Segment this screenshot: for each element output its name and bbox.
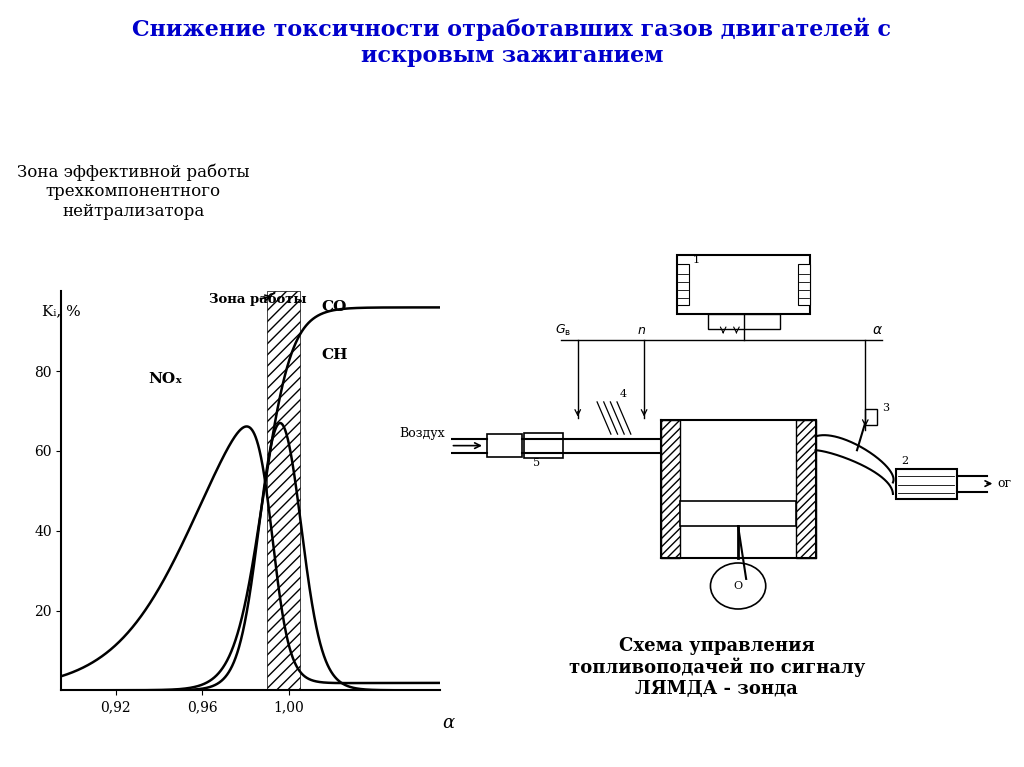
Text: 3: 3 [882, 403, 889, 413]
Text: 5: 5 [534, 459, 541, 469]
Bar [680, 501, 797, 526]
Circle shape [739, 581, 753, 591]
Text: O: O [733, 581, 742, 591]
Text: $\alpha$: $\alpha$ [871, 323, 883, 337]
Text: Зона эффективной работы
трехкомпонентного
нейтрализатора: Зона эффективной работы трехкомпонентног… [16, 163, 250, 220]
Bar [865, 409, 878, 425]
Text: Kᵢ, %: Kᵢ, % [42, 304, 81, 318]
Bar [798, 264, 810, 305]
Text: $n$: $n$ [637, 324, 646, 337]
Bar [797, 420, 815, 558]
Bar [677, 255, 810, 314]
Text: NOₓ: NOₓ [148, 372, 182, 387]
Text: CH: CH [322, 348, 348, 362]
Text: ог: ог [997, 477, 1011, 490]
Text: Схема управления
топливоподачей по сигналу
ЛЯМДА - зонда: Схема управления топливоподачей по сигна… [568, 637, 865, 698]
Bar [486, 434, 522, 457]
Text: $G_{\rm в}$: $G_{\rm в}$ [555, 323, 571, 338]
Text: 1: 1 [693, 255, 699, 265]
Text: Снижение токсичности отработавших газов двигателей с
искровым зажиганием: Снижение токсичности отработавших газов … [132, 18, 892, 67]
Text: 4: 4 [620, 390, 627, 400]
Bar [523, 433, 563, 458]
Bar [660, 420, 680, 558]
Bar [708, 314, 779, 329]
Text: Воздух: Воздух [399, 427, 445, 440]
Bar [896, 469, 956, 499]
Text: α: α [442, 714, 455, 732]
Text: CO: CO [322, 301, 346, 314]
Bar [677, 264, 689, 305]
Text: 2: 2 [901, 456, 908, 466]
Text: Зона работы: Зона работы [209, 293, 306, 306]
